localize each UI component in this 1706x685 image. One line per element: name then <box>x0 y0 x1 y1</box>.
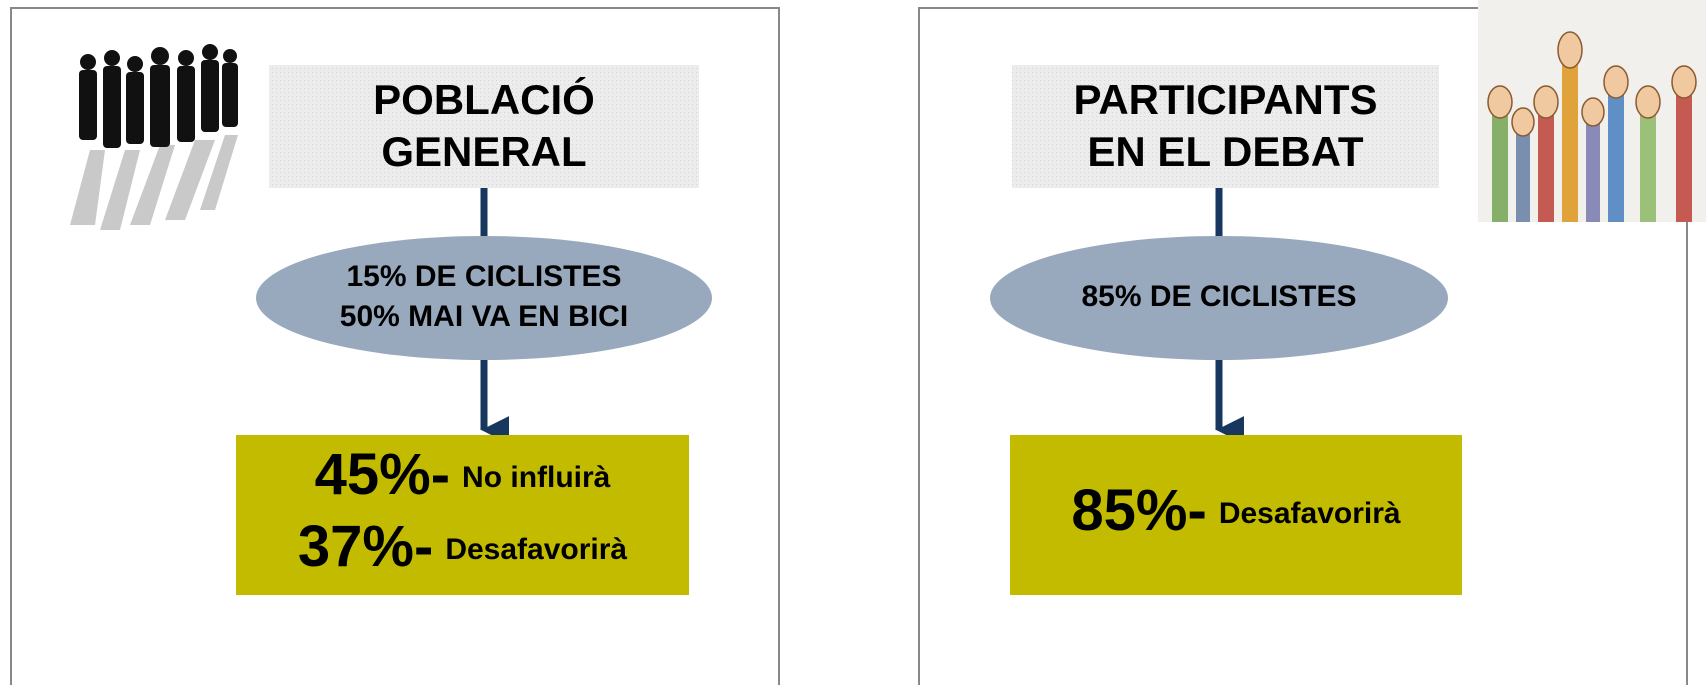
result-label: No influirà <box>462 461 611 494</box>
hands-illustration <box>1478 0 1706 222</box>
panel-title: GENERAL <box>381 128 586 175</box>
ellipse-text: 15% DE CICLISTES <box>346 260 621 293</box>
panel-title: EN EL DEBAT <box>1087 128 1363 175</box>
page: POBLACIÓ GENERAL 15% DE CICLISTES 50% MAI V… <box>0 0 1706 685</box>
panel-title: POBLACIÓ <box>373 75 595 123</box>
result-percent: 45%- <box>315 442 450 507</box>
result-label: Desafavorirà <box>1219 497 1401 530</box>
result-percent: 37%- <box>298 514 433 579</box>
result-percent: 85%- <box>1071 478 1206 543</box>
ellipse-text: 50% MAI VA EN BICI <box>340 300 628 333</box>
ellipse-node <box>256 236 712 360</box>
result-label: Desafavorirà <box>445 533 627 566</box>
people-icon <box>70 44 238 230</box>
slide: POBLACIÓ GENERAL 15% DE CICLISTES 50% MAI V… <box>0 0 1706 685</box>
panel-title: PARTICIPANTS <box>1073 76 1377 123</box>
ellipse-text: 85% DE CICLISTES <box>1081 280 1356 313</box>
